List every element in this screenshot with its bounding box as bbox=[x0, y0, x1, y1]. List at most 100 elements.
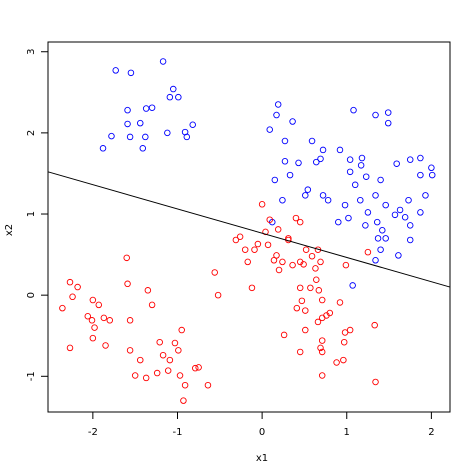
point bbox=[126, 133, 134, 141]
point bbox=[357, 196, 364, 204]
point bbox=[164, 367, 172, 374]
point bbox=[302, 246, 310, 253]
point bbox=[289, 261, 296, 269]
x-tick-label: 2 bbox=[428, 427, 434, 438]
point bbox=[124, 280, 131, 288]
point bbox=[274, 226, 282, 233]
point bbox=[84, 313, 92, 320]
point bbox=[374, 235, 382, 242]
point bbox=[88, 317, 96, 324]
y-tick-label: 1 bbox=[26, 211, 37, 217]
point bbox=[266, 126, 273, 133]
point bbox=[324, 196, 332, 204]
point bbox=[396, 206, 404, 214]
point bbox=[136, 356, 144, 364]
point bbox=[166, 356, 174, 364]
point bbox=[66, 344, 74, 352]
point bbox=[148, 301, 156, 309]
point bbox=[302, 326, 309, 334]
point bbox=[302, 192, 309, 199]
point bbox=[270, 257, 278, 264]
point bbox=[346, 326, 354, 334]
point bbox=[308, 137, 316, 145]
point bbox=[112, 67, 119, 74]
point bbox=[351, 181, 359, 189]
point bbox=[108, 132, 115, 140]
point bbox=[258, 201, 266, 208]
y-axis-label: x2 bbox=[4, 224, 15, 236]
point bbox=[244, 258, 251, 266]
point bbox=[232, 236, 240, 244]
point bbox=[341, 201, 349, 209]
point bbox=[315, 287, 323, 294]
point bbox=[364, 209, 372, 216]
point bbox=[183, 133, 191, 141]
point bbox=[271, 176, 279, 184]
point bbox=[318, 372, 326, 379]
point bbox=[335, 218, 342, 226]
point bbox=[336, 299, 344, 306]
point bbox=[281, 137, 289, 145]
point bbox=[384, 119, 392, 127]
point bbox=[214, 291, 222, 299]
point bbox=[346, 168, 354, 176]
decision-line bbox=[47, 171, 451, 288]
point bbox=[123, 254, 130, 262]
point bbox=[302, 307, 309, 314]
point bbox=[139, 145, 147, 152]
point bbox=[372, 378, 379, 386]
point bbox=[379, 226, 386, 234]
point bbox=[340, 356, 347, 364]
point bbox=[313, 158, 320, 166]
point bbox=[178, 326, 185, 334]
point bbox=[326, 309, 334, 317]
point bbox=[377, 176, 384, 184]
point bbox=[417, 171, 424, 179]
point bbox=[124, 120, 131, 128]
point bbox=[91, 324, 98, 331]
point bbox=[99, 145, 107, 152]
point bbox=[358, 154, 366, 162]
x-tick-label: 1 bbox=[344, 427, 350, 438]
point bbox=[371, 321, 378, 329]
point bbox=[296, 218, 304, 226]
point bbox=[248, 284, 256, 292]
point bbox=[405, 196, 412, 204]
point bbox=[428, 164, 435, 172]
point bbox=[314, 318, 322, 326]
point bbox=[281, 158, 289, 165]
point bbox=[89, 334, 97, 342]
point bbox=[318, 337, 326, 344]
point bbox=[384, 109, 392, 116]
point bbox=[318, 314, 326, 322]
point bbox=[336, 146, 344, 154]
point bbox=[280, 331, 288, 339]
point bbox=[317, 155, 324, 163]
point bbox=[166, 93, 174, 101]
point bbox=[382, 201, 389, 209]
point bbox=[192, 364, 199, 372]
point bbox=[74, 283, 81, 291]
point bbox=[372, 192, 379, 199]
point bbox=[289, 118, 296, 125]
point bbox=[422, 192, 429, 199]
y-tick-label: 3 bbox=[26, 49, 37, 55]
point bbox=[319, 146, 327, 154]
point bbox=[148, 104, 156, 111]
x-tick-label: -2 bbox=[88, 427, 98, 438]
point bbox=[319, 192, 327, 199]
point bbox=[382, 235, 389, 242]
point bbox=[211, 269, 218, 276]
point bbox=[308, 252, 316, 260]
point bbox=[377, 246, 384, 253]
point bbox=[170, 85, 177, 93]
point bbox=[181, 381, 189, 389]
point bbox=[274, 101, 282, 108]
point bbox=[349, 282, 356, 289]
point bbox=[317, 344, 324, 352]
point bbox=[126, 317, 134, 324]
point bbox=[204, 381, 212, 389]
point bbox=[296, 348, 304, 356]
point bbox=[340, 338, 348, 346]
